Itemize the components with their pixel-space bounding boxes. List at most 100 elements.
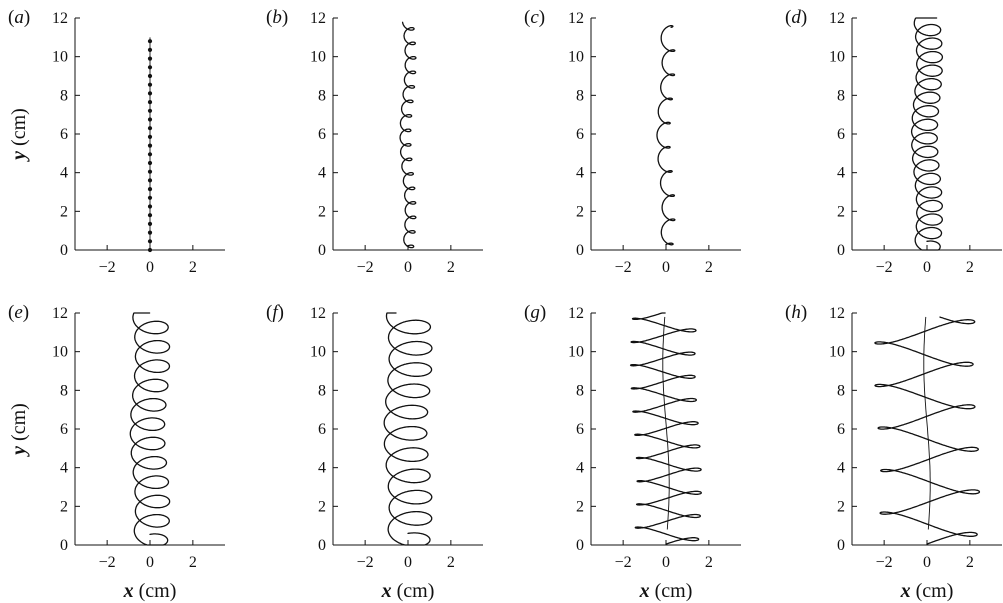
y-tick-label: 2 (60, 498, 68, 515)
trajectory-point (147, 187, 153, 192)
trajectory-point (147, 91, 153, 96)
y-tick-label: 8 (318, 382, 326, 399)
panel-label: (a) (8, 7, 30, 28)
y-tick-label: 0 (60, 537, 68, 554)
centerline (923, 316, 931, 530)
trajectory-point (147, 160, 153, 166)
trajectory-point (147, 126, 153, 131)
x-tick-label: −2 (357, 554, 374, 571)
y-tick-label: 0 (318, 537, 326, 554)
y-tick-label: 12 (829, 305, 845, 322)
y-tick-label: 8 (60, 87, 68, 104)
trajectory-point (147, 143, 153, 148)
y-tick-label: 0 (318, 242, 326, 259)
x-tick-label: −2 (99, 259, 116, 276)
x-tick-label: 0 (662, 554, 670, 571)
y-tick-label: 10 (568, 49, 584, 66)
trajectory-point (147, 117, 153, 122)
y-tick-label: 2 (60, 203, 68, 220)
trajectory-point (147, 39, 153, 44)
trajectory-point (147, 204, 153, 209)
x-tick-label: −2 (615, 259, 632, 276)
trajectory-line (383, 312, 433, 546)
trajectory-line (910, 17, 944, 251)
trajectory-point (147, 230, 153, 235)
y-tick-label: 12 (568, 10, 584, 27)
x-tick-label: −2 (99, 554, 116, 571)
trajectory-line (399, 21, 417, 249)
y-tick-label: 2 (318, 203, 326, 220)
trajectory-point (147, 247, 153, 253)
y-tick-label: 10 (310, 49, 326, 66)
x-tick-label: 2 (705, 554, 713, 571)
trajectory-point (147, 56, 153, 61)
y-tick-label: 0 (837, 537, 845, 554)
x-axis-title: x (cm) (639, 580, 693, 602)
x-tick-label: 0 (404, 259, 412, 276)
panel-c: 0 2 4 6 8 10 12 −2 0 2 (c) (524, 7, 741, 276)
x-tick-label: −2 (876, 554, 893, 571)
y-tick-label: 8 (318, 87, 326, 104)
y-tick-label: 6 (576, 126, 584, 143)
panel-label: (h) (785, 302, 807, 323)
y-tick-label: 12 (52, 305, 68, 322)
y-tick-label: 6 (837, 421, 845, 438)
y-tick-label: 12 (310, 10, 326, 27)
y-tick-label: 12 (310, 305, 326, 322)
y-tick-label: 12 (52, 10, 68, 27)
x-tick-label: 2 (189, 554, 197, 571)
panel-label: (b) (266, 7, 288, 28)
y-tick-label: 2 (837, 498, 845, 515)
trajectory-point (147, 178, 153, 183)
trajectory-point (147, 239, 153, 244)
panel-a: 0 2 4 6 8 10 12 −2 0 2 (a) y (cm) (8, 7, 225, 276)
trajectory-line (629, 312, 702, 545)
y-tick-label: 8 (576, 87, 584, 104)
panel-label: (e) (8, 302, 29, 323)
y-tick-label: 0 (837, 242, 845, 259)
trajectory-point (147, 100, 153, 105)
x-tick-label: 2 (705, 259, 713, 276)
x-axis-title: x (cm) (123, 580, 177, 602)
y-tick-label: 10 (52, 49, 68, 66)
x-tick-label: 0 (923, 259, 931, 276)
trajectory-line (874, 316, 981, 545)
centerline (662, 316, 670, 530)
y-tick-label: 8 (576, 382, 584, 399)
trajectory-line (129, 312, 171, 546)
y-tick-label: 0 (576, 242, 584, 259)
x-tick-label: 2 (447, 259, 455, 276)
y-tick-label: 10 (829, 49, 845, 66)
y-tick-label: 10 (829, 344, 845, 361)
y-tick-label: 6 (318, 126, 326, 143)
panel-b: 0 2 4 6 8 10 12 −2 0 2 (b) (266, 7, 483, 276)
x-tick-label: 0 (404, 554, 412, 571)
y-tick-label: 4 (576, 165, 584, 182)
y-tick-label: 12 (568, 305, 584, 322)
y-tick-label: 2 (318, 498, 326, 515)
y-tick-label: 2 (837, 203, 845, 220)
x-tick-label: 0 (146, 259, 154, 276)
y-tick-label: 6 (318, 421, 326, 438)
trajectory-point (147, 169, 153, 174)
trajectory-point (147, 152, 153, 157)
y-tick-label: 6 (60, 421, 68, 438)
trajectory-point (147, 47, 153, 53)
x-tick-label: 0 (923, 554, 931, 571)
y-tick-label: 4 (837, 165, 845, 182)
y-tick-label: 0 (576, 537, 584, 554)
panel-label: (c) (524, 7, 545, 28)
y-tick-label: 4 (318, 460, 326, 477)
y-tick-label: 4 (837, 460, 845, 477)
y-axis-title: y (cm) (8, 403, 30, 457)
y-tick-label: 10 (310, 344, 326, 361)
y-tick-label: 8 (60, 382, 68, 399)
x-tick-label: 0 (146, 554, 154, 571)
trajectory-point (147, 108, 153, 113)
panel-d: 0 2 4 6 8 10 12 −2 0 2 (d) (785, 7, 1002, 276)
panel-label: (g) (524, 302, 546, 323)
x-tick-label: 2 (189, 259, 197, 276)
panel-g: 0 2 4 6 8 10 12 −2 0 2 (g) x (cm) (524, 302, 741, 602)
trajectory-point (147, 73, 153, 79)
